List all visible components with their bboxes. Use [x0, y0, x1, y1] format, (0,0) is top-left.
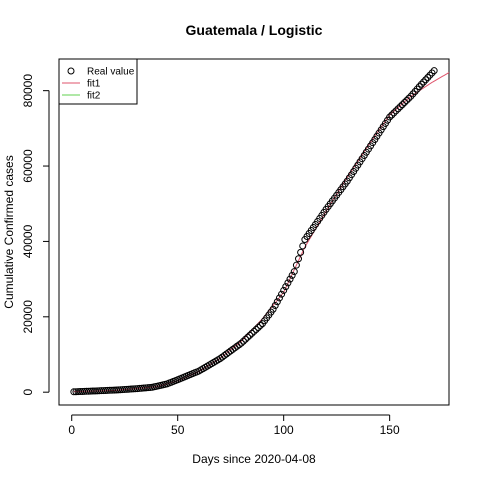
x-axis: 0 50 100 150 [68, 414, 400, 437]
data-point [390, 109, 398, 117]
x-tick-label: 0 [68, 423, 75, 437]
data-point [396, 103, 404, 111]
legend-box [58, 58, 138, 105]
data-point [394, 105, 402, 113]
data-point [244, 333, 252, 341]
data-point [424, 73, 432, 81]
data-point [428, 69, 436, 77]
data-point [239, 337, 247, 345]
chart-title: Guatemala / Logistic [186, 22, 323, 38]
data-point [146, 383, 154, 391]
data-point [248, 329, 256, 337]
data-point [256, 322, 264, 330]
data-point [282, 283, 290, 291]
data-point [405, 94, 413, 102]
data-point [280, 286, 288, 294]
data-point [290, 268, 298, 276]
fit1-line [73, 72, 450, 393]
x-tick-label: 150 [380, 423, 400, 437]
y-axis: 0 20000 40000 60000 80000 [21, 74, 50, 396]
data-point [278, 290, 286, 298]
y-axis-label: Cumulative Confirmed cases [2, 155, 16, 308]
data-point [286, 275, 294, 283]
data-point [288, 271, 296, 279]
data-point [237, 339, 245, 347]
data-point [275, 294, 283, 302]
data-point [254, 324, 262, 332]
y-tick-label: 0 [21, 389, 35, 396]
data-point [273, 298, 281, 306]
data-point [400, 99, 408, 107]
data-point [269, 305, 277, 313]
legend-real-value-label: Real value [87, 67, 135, 78]
data-point [242, 335, 250, 343]
y-tick-label: 20000 [21, 300, 35, 334]
legend-real-value-symbol [67, 67, 75, 75]
legend-fit2-label: fit2 [87, 91, 101, 102]
data-point [299, 242, 307, 250]
data-point [252, 325, 260, 333]
x-axis-label: Days since 2020-04-08 [192, 452, 316, 466]
data-point [235, 341, 243, 349]
legend: Real value fit1 fit2 [58, 58, 138, 105]
data-point [297, 248, 305, 256]
y-tick-label: 40000 [21, 224, 35, 258]
data-point [295, 255, 303, 263]
data-point [430, 67, 438, 75]
data-point [392, 107, 400, 115]
data-point [426, 71, 434, 79]
y-tick-label: 60000 [21, 149, 35, 183]
y-tick-label: 80000 [21, 74, 35, 108]
x-tick-label: 50 [171, 423, 185, 437]
data-point [284, 279, 292, 287]
data-point [271, 302, 279, 309]
data-point [386, 113, 394, 121]
data-point [388, 111, 396, 119]
data-point [398, 101, 406, 109]
plot-frame [58, 58, 450, 406]
data-point [403, 96, 411, 104]
data-point [417, 80, 425, 88]
data-point [246, 331, 254, 339]
data-point [250, 327, 258, 335]
fit1-series [73, 72, 450, 393]
legend-fit1-label: fit1 [87, 79, 101, 90]
data-point [420, 78, 428, 86]
real-value-series [70, 67, 438, 396]
x-tick-label: 100 [274, 423, 294, 437]
data-point [422, 76, 430, 84]
data-point [292, 261, 300, 269]
